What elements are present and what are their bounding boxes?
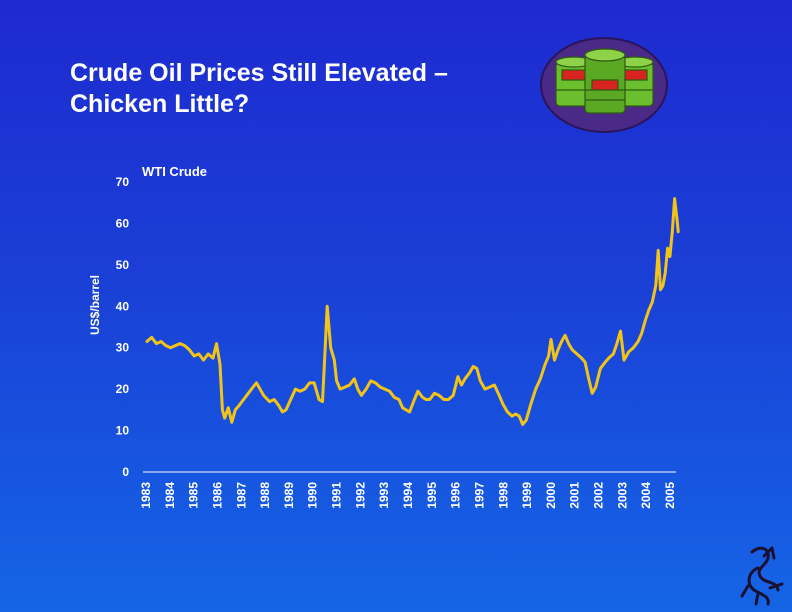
- x-tick-label: 1999: [520, 482, 534, 509]
- x-tick-label: 1984: [163, 482, 177, 509]
- x-tick-label: 2002: [592, 482, 606, 509]
- y-tick-label: 0: [122, 465, 129, 479]
- x-tick-label: 2004: [639, 482, 653, 509]
- x-tick-label: 1991: [330, 482, 344, 509]
- y-axis: 0 10 20 30 40 50 60 70: [116, 175, 130, 479]
- y-axis-title: US$/barrel: [88, 275, 102, 335]
- x-tick-label: 1998: [496, 482, 510, 509]
- x-axis: 1983 1984 1985 1986 1987 1988 1989 1990 1991 1992…: [139, 471, 677, 509]
- series-group: [145, 197, 680, 426]
- x-tick-label: 1997: [472, 482, 486, 509]
- x-tick-label: 1987: [234, 482, 248, 509]
- x-tick-label: 1995: [425, 482, 439, 509]
- x-tick-label: 2000: [544, 482, 558, 509]
- y-tick-label: 70: [116, 175, 130, 189]
- series-line-wti-crude: [145, 197, 680, 426]
- x-tick-label: 1989: [282, 482, 296, 509]
- x-tick-label: 2005: [663, 482, 677, 509]
- y-tick-label: 20: [116, 382, 130, 396]
- x-tick-label: 2001: [568, 482, 582, 509]
- x-tick-label: 1992: [353, 482, 367, 509]
- y-tick-label: 60: [116, 216, 130, 230]
- slide-title-line-2: Chicken Little?: [70, 90, 250, 118]
- x-tick-label: 1988: [258, 482, 272, 509]
- y-tick-label: 10: [116, 424, 130, 438]
- x-tick-label: 1986: [210, 482, 224, 509]
- y-tick-label: 30: [116, 341, 130, 355]
- x-tick-label: 1994: [401, 482, 415, 509]
- x-tick-label: 1996: [449, 482, 463, 509]
- x-tick-label: 2003: [615, 482, 629, 509]
- slide-title-line-1: Crude Oil Prices Still Elevated –: [70, 59, 448, 87]
- x-tick-label: 1993: [377, 482, 391, 509]
- y-tick-label: 50: [116, 258, 130, 272]
- y-tick-label: 40: [116, 299, 130, 313]
- slide-title: Crude Oil Prices Still Elevated – Chicke…: [70, 58, 540, 120]
- x-tick-label: 1983: [139, 482, 153, 509]
- x-tick-label: 1985: [187, 482, 201, 509]
- series-label: WTI Crude: [142, 164, 207, 179]
- x-tick-label: 1990: [306, 482, 320, 509]
